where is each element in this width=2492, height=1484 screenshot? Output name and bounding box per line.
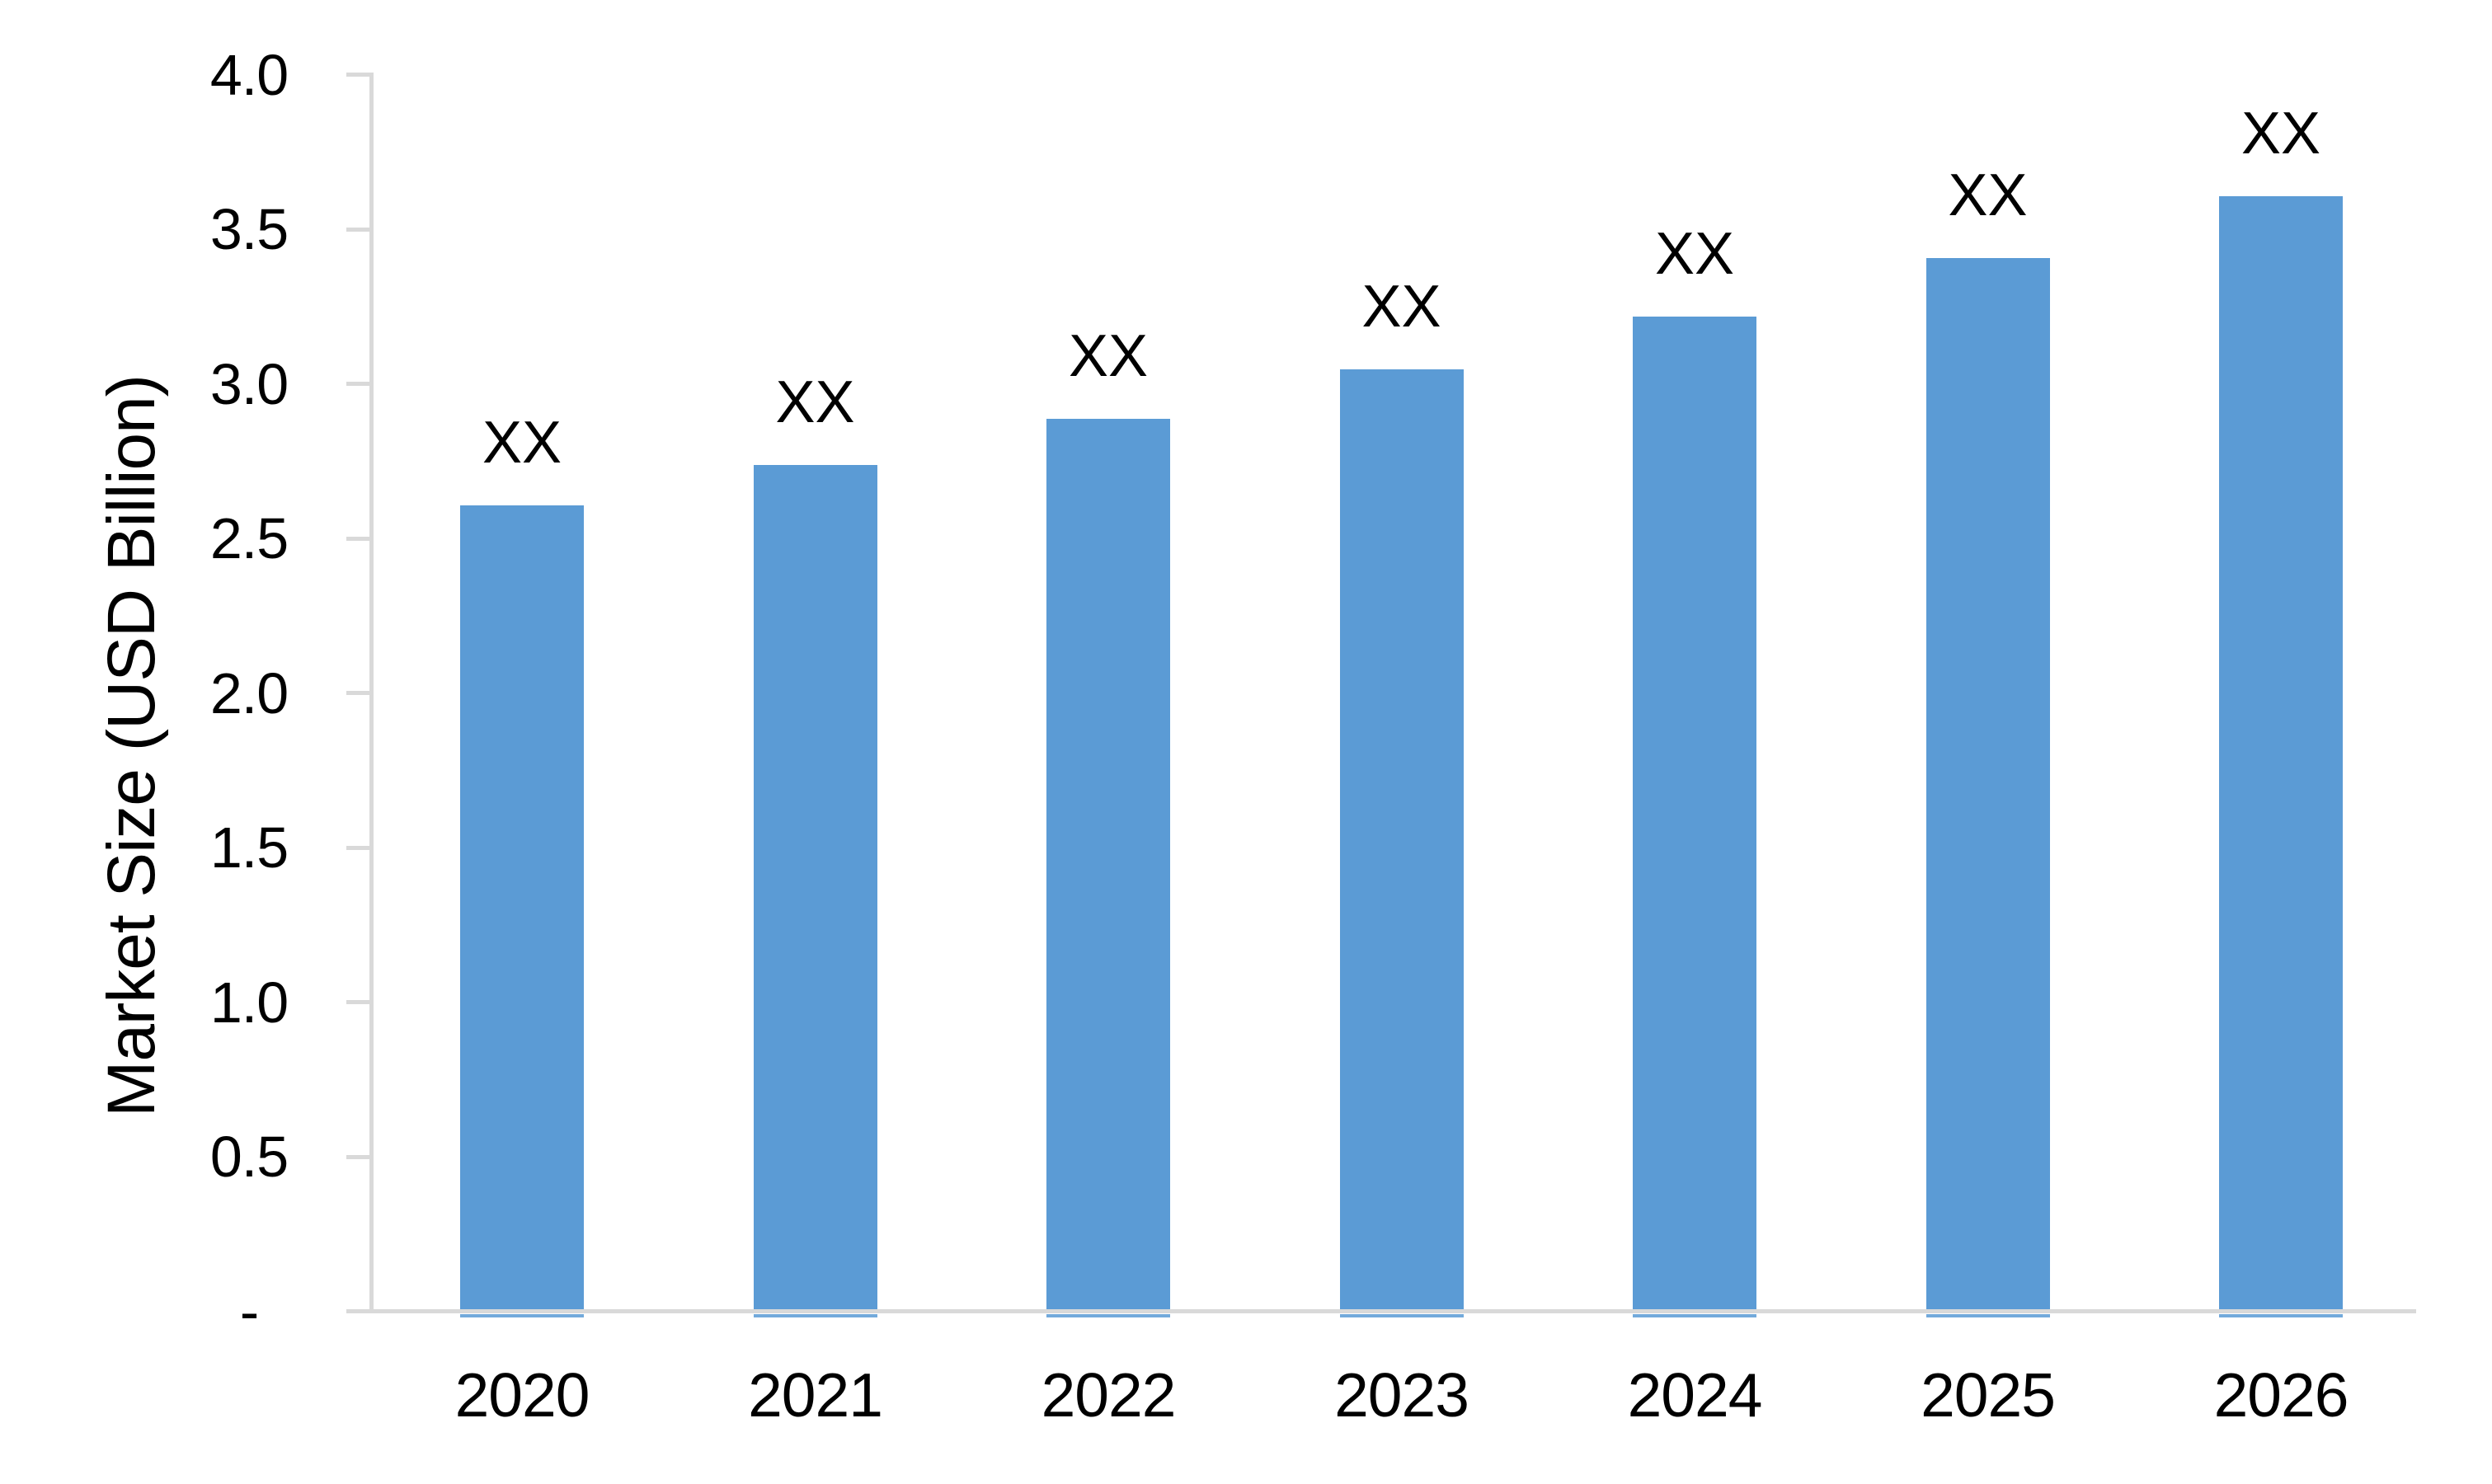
bar-value-label: XX <box>482 410 562 476</box>
bar <box>1046 419 1170 1309</box>
x-tick-label: 2026 <box>2213 1360 2349 1430</box>
x-axis-line <box>346 1309 2416 1313</box>
x-tick-label: 2025 <box>1921 1360 2056 1430</box>
y-tick-mark <box>346 1154 369 1159</box>
y-tick-label: - <box>239 1279 259 1344</box>
y-tick-label: 1.0 <box>209 970 289 1035</box>
bar-value-label: XX <box>1361 274 1441 340</box>
y-tick-label: 1.5 <box>209 815 289 880</box>
y-tick-mark <box>346 73 369 77</box>
bar-base-edge <box>460 1314 584 1317</box>
x-tick-label: 2021 <box>748 1360 883 1430</box>
y-tick-label: 2.5 <box>209 506 289 571</box>
bar-value-label: XX <box>1068 323 1149 389</box>
y-tick-mark <box>346 1309 369 1313</box>
bar-value-label: XX <box>1948 162 2028 228</box>
y-tick-mark <box>346 382 369 386</box>
bar <box>1925 258 2050 1309</box>
bar-base-edge <box>753 1314 877 1317</box>
x-tick-label: 2024 <box>1627 1360 1763 1430</box>
y-tick-label: 2.0 <box>209 660 289 726</box>
bar-base-edge <box>1339 1314 1464 1317</box>
bar-base-edge <box>1633 1314 1756 1317</box>
y-tick-label: 4.0 <box>209 42 289 107</box>
bar <box>460 505 584 1309</box>
y-tick-label: 0.5 <box>209 1125 289 1189</box>
x-tick-label: 2023 <box>1334 1360 1469 1430</box>
y-tick-mark <box>346 1000 369 1004</box>
y-axis-line <box>369 73 374 1313</box>
bar-base-edge <box>1925 1314 2050 1317</box>
bar <box>1339 369 1464 1309</box>
y-tick-mark <box>346 227 369 232</box>
bar <box>2219 196 2343 1309</box>
bar-value-label: XX <box>2240 101 2321 167</box>
bar <box>1633 317 1756 1309</box>
y-tick-mark <box>346 691 369 695</box>
y-tick-label: 3.0 <box>209 351 289 416</box>
x-tick-label: 2022 <box>1041 1360 1177 1430</box>
y-tick-mark <box>346 845 369 850</box>
bar-base-edge <box>1046 1314 1170 1317</box>
bar-base-edge <box>2219 1314 2343 1317</box>
x-tick-label: 2020 <box>454 1360 590 1430</box>
bar-value-label: XX <box>1654 221 1735 288</box>
bar <box>753 465 877 1309</box>
y-tick-mark <box>346 536 369 541</box>
bar-value-label: XX <box>775 369 855 436</box>
y-tick-label: 3.5 <box>209 197 289 261</box>
